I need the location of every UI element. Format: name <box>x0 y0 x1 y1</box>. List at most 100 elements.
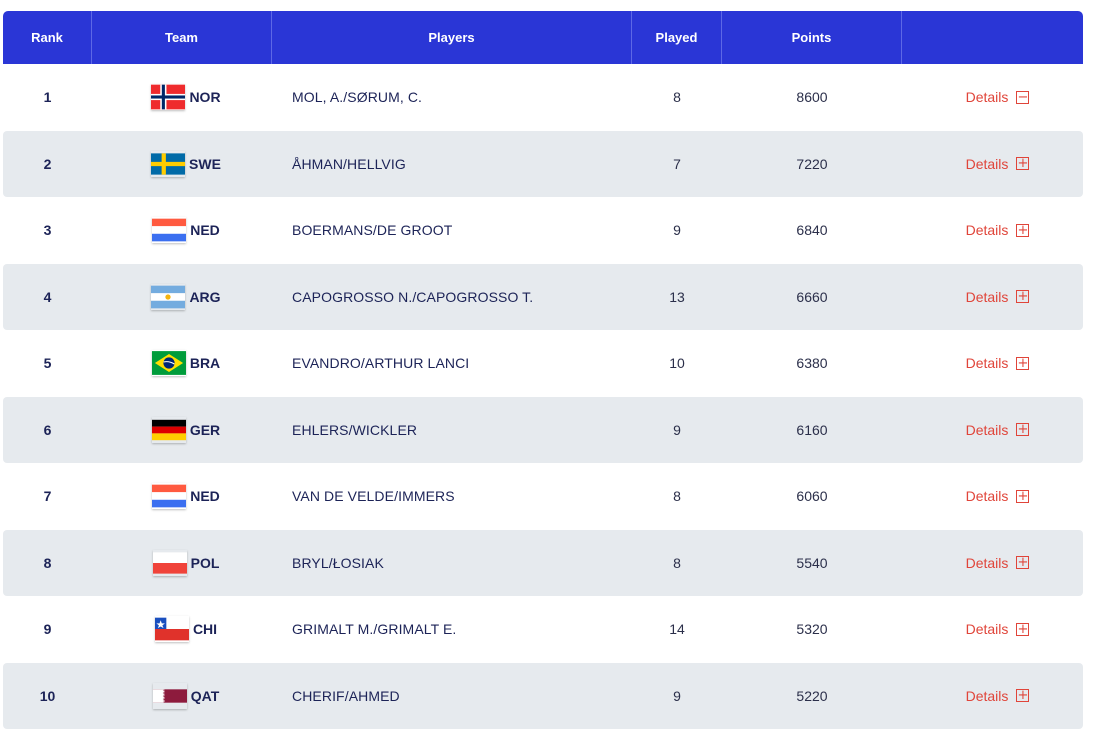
points-cell: 6160 <box>796 421 828 438</box>
netherlands-flag-icon <box>152 217 187 243</box>
players-cell: ÅHMAN/HELLVIG <box>292 155 406 172</box>
brazil-flag-icon <box>151 350 186 376</box>
team-code: BRA <box>189 355 221 372</box>
details-label: Details <box>965 554 1009 571</box>
table-row: 3 NED BOERMANS/DE GROOT 9 6840 Details + <box>3 197 1083 264</box>
players-cell: BOERMANS/DE GROOT <box>292 222 453 239</box>
plus-icon[interactable]: + <box>1016 422 1030 438</box>
column-header-details <box>902 11 1083 64</box>
qatar-flag-icon <box>152 683 187 709</box>
players-cell: EHLERS/WICKLER <box>292 421 418 438</box>
details-label: Details <box>965 89 1009 106</box>
rank-cell: 7 <box>43 488 52 505</box>
details-toggle-button[interactable]: Details + <box>902 131 1083 198</box>
column-header-played[interactable]: Played <box>632 11 722 64</box>
minus-icon[interactable]: − <box>1016 89 1030 105</box>
poland-flag-icon <box>152 550 187 576</box>
rank-cell: 6 <box>43 421 52 438</box>
details-label: Details <box>965 355 1009 372</box>
players-cell: VAN DE VELDE/IMMERS <box>292 488 455 505</box>
rank-cell: 9 <box>43 621 52 638</box>
team-code: POL <box>190 554 220 571</box>
plus-icon[interactable]: + <box>1016 355 1030 371</box>
table-row: 10 QAT CHERIF/AHMED 9 5220 Details + <box>3 662 1083 730</box>
details-label: Details <box>965 155 1009 172</box>
team-code: CHI <box>192 621 218 638</box>
players-cell: MOL, A./SØRUM, C. <box>292 89 423 106</box>
netherlands-flag-icon <box>152 483 187 509</box>
rank-cell: 1 <box>43 89 52 106</box>
played-cell: 7 <box>673 155 681 172</box>
team-code: NED <box>190 488 220 505</box>
rank-cell: 3 <box>43 222 52 239</box>
table-row: 8 POL BRYL/ŁOSIAK 8 5540 Details + <box>3 529 1083 597</box>
details-label: Details <box>965 621 1009 638</box>
plus-icon[interactable]: + <box>1016 222 1030 238</box>
team-cell: POL <box>92 530 272 597</box>
plus-icon[interactable]: + <box>1016 555 1030 571</box>
team-cell: BRA <box>92 330 272 397</box>
players-cell: CHERIF/AHMED <box>292 687 400 704</box>
team-code: ARG <box>189 288 221 305</box>
column-header-players[interactable]: Players <box>272 11 632 64</box>
table-row: 9 CHI GRIMALT M./GRIMALT E. 14 5320 Deta… <box>3 596 1083 663</box>
points-cell: 7220 <box>796 155 828 172</box>
team-code: QAT <box>190 687 220 704</box>
plus-icon[interactable]: + <box>1016 156 1030 172</box>
sweden-flag-icon <box>151 151 186 177</box>
points-cell: 5220 <box>796 687 828 704</box>
germany-flag-icon <box>151 417 186 443</box>
details-toggle-button[interactable]: Details + <box>902 264 1083 331</box>
team-cell: GER <box>92 397 272 464</box>
rank-cell: 10 <box>39 687 56 704</box>
plus-icon[interactable]: + <box>1016 621 1030 637</box>
points-cell: 5540 <box>796 554 828 571</box>
column-header-points[interactable]: Points <box>722 11 902 64</box>
players-cell: CAPOGROSSO N./CAPOGROSSO T. <box>292 288 534 305</box>
players-cell: GRIMALT M./GRIMALT E. <box>292 621 457 638</box>
played-cell: 9 <box>673 687 681 704</box>
team-cell: ARG <box>92 264 272 331</box>
players-cell: EVANDRO/ARTHUR LANCI <box>292 355 470 372</box>
played-cell: 8 <box>673 89 681 106</box>
details-toggle-button[interactable]: Details + <box>902 663 1083 730</box>
details-toggle-button[interactable]: Details + <box>902 197 1083 264</box>
plus-icon[interactable]: + <box>1016 488 1030 504</box>
details-toggle-button[interactable]: Details + <box>902 530 1083 597</box>
details-toggle-button[interactable]: Details − <box>902 64 1083 131</box>
details-toggle-button[interactable]: Details + <box>902 397 1083 464</box>
played-cell: 10 <box>669 355 685 372</box>
team-code: NED <box>190 222 220 239</box>
rank-cell: 2 <box>43 155 52 172</box>
team-code: GER <box>189 421 221 438</box>
played-cell: 9 <box>673 222 681 239</box>
table-body: 1 NOR MOL, A./SØRUM, C. 8 8600 Details −… <box>3 64 1083 729</box>
players-cell: BRYL/ŁOSIAK <box>292 554 384 571</box>
team-cell: QAT <box>92 663 272 730</box>
details-label: Details <box>965 488 1009 505</box>
column-header-rank[interactable]: Rank <box>3 11 92 64</box>
details-toggle-button[interactable]: Details + <box>902 596 1083 663</box>
team-cell: NED <box>92 197 272 264</box>
played-cell: 8 <box>673 554 681 571</box>
details-toggle-button[interactable]: Details + <box>902 463 1083 530</box>
table-row: 4 ARG CAPOGROSSO N./CAPOGROSSO T. 13 666… <box>3 263 1083 331</box>
details-toggle-button[interactable]: Details + <box>902 330 1083 397</box>
rank-cell: 8 <box>43 554 52 571</box>
details-label: Details <box>965 288 1009 305</box>
team-cell: NOR <box>92 64 272 131</box>
details-label: Details <box>965 687 1009 704</box>
column-header-team[interactable]: Team <box>92 11 272 64</box>
rank-cell: 4 <box>43 288 52 305</box>
plus-icon[interactable]: + <box>1016 289 1030 305</box>
points-cell: 5320 <box>796 621 828 638</box>
points-cell: 6840 <box>796 222 828 239</box>
argentina-flag-icon <box>151 284 186 310</box>
played-cell: 14 <box>669 621 685 638</box>
table-header: Rank Team Players Played Points <box>3 11 1083 64</box>
plus-icon[interactable]: + <box>1016 688 1030 704</box>
rank-cell: 5 <box>43 355 52 372</box>
table-row: 1 NOR MOL, A./SØRUM, C. 8 8600 Details − <box>3 64 1083 131</box>
points-cell: 6380 <box>796 355 828 372</box>
team-cell: SWE <box>92 131 272 198</box>
